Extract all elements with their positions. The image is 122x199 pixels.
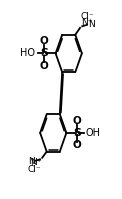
Text: O: O [40,36,49,46]
Text: N: N [28,157,34,166]
Text: S: S [40,48,48,58]
Text: O: O [73,140,82,150]
Text: S: S [73,128,81,138]
Text: O: O [40,60,49,71]
Text: Cl⁻: Cl⁻ [28,165,42,174]
Text: N⁺: N⁺ [81,18,92,27]
Text: Cl⁻: Cl⁻ [80,12,94,21]
Text: OH: OH [85,128,100,138]
Text: N: N [88,20,95,29]
Text: N⁺: N⁺ [30,158,42,167]
Text: HO: HO [20,48,35,58]
Text: O: O [73,116,82,126]
